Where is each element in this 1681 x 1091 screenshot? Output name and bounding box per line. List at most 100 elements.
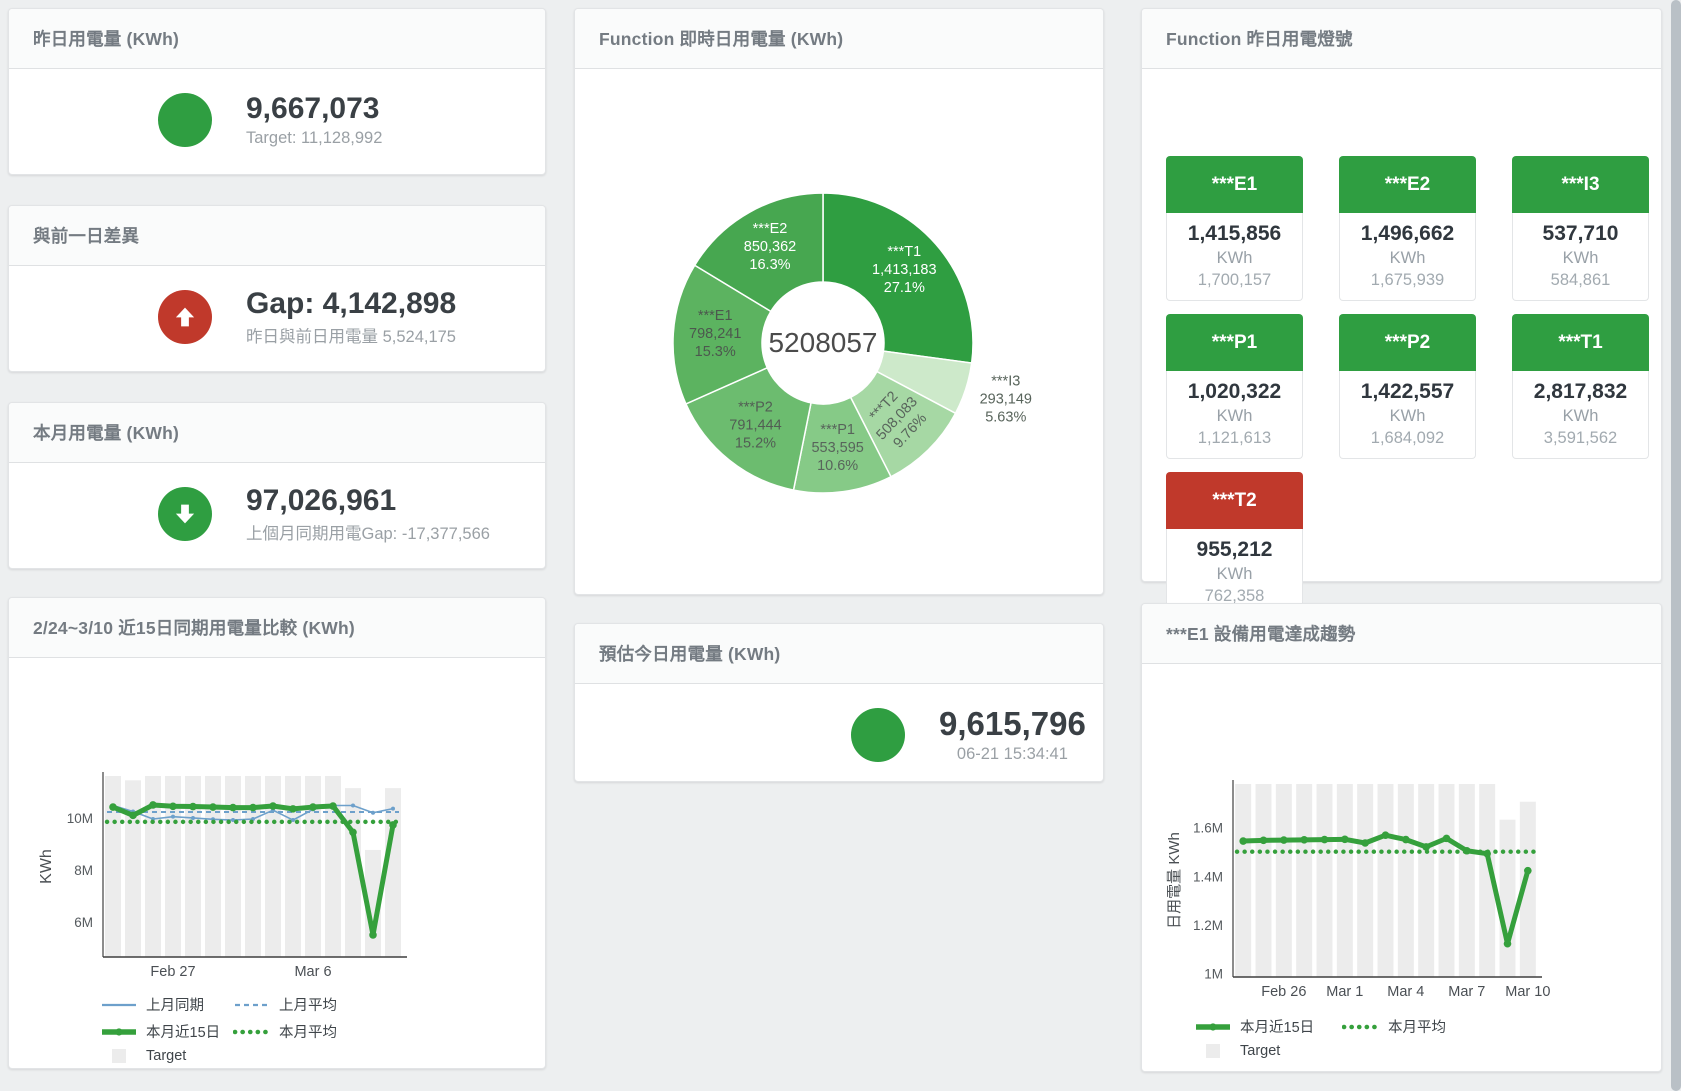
legend-item-Target[interactable]: Target — [1194, 1043, 1342, 1059]
e1-trend-line-chart: 1M 1.2M 1.4M 1.6M Feb 26 Mar 1 Mar 4 Mar 7 Mar 1… — [1166, 780, 1550, 1000]
legend-item-本月近15日[interactable]: 本月近15日 — [1194, 1016, 1342, 1037]
legend-item-本月平均[interactable]: 本月平均 — [1342, 1016, 1522, 1037]
panel-title: 2/24~3/10 近15日同期用電量比較 (KWh) — [33, 618, 355, 638]
legend-item-上月同期[interactable]: 上月同期 — [100, 994, 233, 1015]
tile-body: 1,020,322 KWh 1,121,613 — [1166, 371, 1303, 459]
status-tile-T1[interactable]: ***T1 2,817,832 KWh 3,591,562 — [1512, 314, 1649, 459]
compare-chart-legend: 上月同期 上月平均 本月近15日 本月平均 Target — [100, 994, 545, 1064]
tile-unit-label: KWh — [1562, 407, 1599, 425]
tile-unit-label: KWh — [1216, 565, 1253, 583]
legend-item-本月近15日[interactable]: 本月近15日 — [100, 1021, 233, 1042]
status-tile-I3[interactable]: ***I3 537,710 KWh 584,861 — [1512, 156, 1649, 301]
y-tick-label: 8M — [74, 863, 93, 878]
legend-item-label: Target — [1240, 1043, 1281, 1059]
donut-slice-label: ***E1 798,241 15.3% — [689, 308, 741, 360]
donut-slice-T1[interactable] — [822, 192, 974, 364]
donut-slice-E2[interactable] — [693, 192, 824, 313]
trend-chart-legend: 本月近15日 本月平均 Target — [1194, 1016, 1661, 1059]
legend-item-本月平均[interactable]: 本月平均 — [233, 1021, 413, 1042]
x-tick-label: Mar 1 — [1326, 984, 1363, 1000]
series-thick — [1239, 831, 1532, 948]
arrow-up-circle-icon — [158, 290, 212, 344]
stat-body: 9,615,796 06-21 15:34:41 — [575, 684, 1103, 786]
tile-value: 1,020,322 — [1187, 380, 1282, 403]
panel-header: 本月用電量 (KWh) — [9, 403, 545, 463]
tile-target-value: 584,861 — [1550, 271, 1611, 289]
legend-item-label: 本月平均 — [279, 1025, 337, 1041]
donut-slice-label: ***E2 850,362 16.3% — [744, 221, 796, 273]
legend-swatch-box — [1206, 1044, 1220, 1058]
status-tile-E1[interactable]: ***E1 1,415,856 KWh 1,700,157 — [1166, 156, 1303, 301]
day-gap-value: Gap: 4,142,898 — [246, 286, 457, 320]
tile-unit-label: KWh — [1216, 407, 1253, 425]
tile-unit-label: KWh — [1216, 249, 1253, 267]
legend-swatch-dash — [235, 1003, 269, 1006]
tile-body: 955,212 KWh 762,358 — [1166, 529, 1303, 617]
donut-slice-label: ***P2 791,444 15.2% — [729, 399, 781, 451]
donut-slice-P2[interactable] — [684, 366, 812, 491]
legend-swatch-thick — [1196, 1022, 1230, 1031]
status-tile-grid: ***E1 1,415,856 KWh 1,700,157 ***E2 1,496,662… — [1166, 156, 1649, 617]
tile-value: 1,415,856 — [1187, 222, 1282, 245]
stat-body: 97,026,961 上個月同期用電Gap: -17,377,566 — [9, 463, 545, 565]
status-circle-icon — [851, 708, 905, 762]
y-tick-label: 1M — [1204, 966, 1223, 981]
status-tile-T2[interactable]: ***T2 955,212 KWh 762,358 — [1166, 472, 1303, 617]
panel-header: ***E1 設備用電達成趨勢 — [1142, 604, 1661, 664]
legend-item-Target[interactable]: Target — [100, 1048, 233, 1064]
tile-target-value: 3,591,562 — [1543, 429, 1618, 447]
donut-slice-label: ***P1 553,595 10.6% — [811, 422, 863, 474]
panel-header: 昨日用電量 (KWh) — [9, 9, 545, 69]
y-tick-label: 1.4M — [1193, 869, 1223, 884]
legend-item-label: 本月近15日 — [146, 1025, 221, 1041]
y-tick-label: 10M — [67, 811, 93, 826]
panel-title: 昨日用電量 (KWh) — [33, 29, 180, 49]
tile-body: 1,415,856 KWh 1,700,157 — [1166, 213, 1303, 301]
scrollbar-thumb[interactable] — [1671, 0, 1681, 1091]
legend-swatch-thin — [102, 1003, 136, 1006]
tile-unit-label: KWh — [1562, 249, 1599, 267]
trend-chart-body: 1M 1.2M 1.4M 1.6M Feb 26 Mar 1 Mar 4 Mar 7 Mar 1… — [1142, 664, 1661, 1059]
donut-slice-E1[interactable] — [672, 264, 772, 405]
panel-title: 本月用電量 (KWh) — [33, 423, 180, 443]
tile-status-header: ***T1 — [1512, 314, 1649, 371]
panel-title: Function 即時日用電量 (KWh) — [599, 29, 844, 49]
status-tile-P1[interactable]: ***P1 1,020,322 KWh 1,121,613 — [1166, 314, 1303, 459]
series-thick — [109, 801, 397, 939]
legend-item-label: Target — [146, 1048, 187, 1064]
donut-slice-label: ***T1 1,413,183 27.1% — [872, 244, 937, 296]
y-axis-label: KWh — [38, 849, 55, 884]
tile-target-value: 1,675,939 — [1370, 271, 1445, 289]
legend-swatch-dots — [233, 1029, 271, 1034]
panel-header: 2/24~3/10 近15日同期用電量比較 (KWh) — [9, 598, 545, 658]
tile-target-value: 1,121,613 — [1197, 429, 1272, 447]
x-tick-label: Feb 26 — [1261, 984, 1306, 1000]
tile-unit-label: KWh — [1389, 407, 1426, 425]
tile-target-value: 1,700,157 — [1197, 271, 1272, 289]
x-tick-label: Mar 6 — [294, 964, 331, 980]
y-tick-label: 1.2M — [1193, 918, 1223, 933]
x-tick-label: Feb 27 — [150, 964, 195, 980]
status-tile-P2[interactable]: ***P2 1,422,557 KWh 1,684,092 — [1339, 314, 1476, 459]
day-gap-subtext: 昨日與前日用電量 5,524,175 — [246, 328, 456, 347]
legend-item-上月平均[interactable]: 上月平均 — [233, 994, 413, 1015]
panel-title: Function 昨日用電燈號 — [1166, 29, 1353, 49]
month-usage-value: 97,026,961 — [246, 483, 397, 517]
legend-item-label: 上月同期 — [146, 998, 204, 1014]
stat-body: 9,667,073 Target: 11,128,992 — [9, 69, 545, 171]
x-tick-label: Mar 10 — [1505, 984, 1550, 1000]
donut-center-total: 5208057 — [768, 327, 877, 358]
y-tick-label: 1.6M — [1193, 821, 1223, 836]
tile-body: 537,710 KWh 584,861 — [1512, 213, 1649, 301]
y-tick-label: 6M — [74, 915, 93, 930]
panel-header: 預估今日用電量 (KWh) — [575, 624, 1103, 684]
status-tile-E2[interactable]: ***E2 1,496,662 KWh 1,675,939 — [1339, 156, 1476, 301]
tile-value: 2,817,832 — [1533, 380, 1628, 403]
legend-item-label: 本月平均 — [1388, 1020, 1446, 1036]
month-usage-gap: 上個月同期用電Gap: -17,377,566 — [246, 525, 490, 544]
compare-line-chart: 6M 8M 10M Feb 27 Mar 6 KWh — [38, 772, 407, 980]
tile-value: 1,422,557 — [1360, 380, 1455, 403]
panel-header: 與前一日差異 — [9, 206, 545, 266]
tile-target-value: 762,358 — [1204, 587, 1265, 605]
